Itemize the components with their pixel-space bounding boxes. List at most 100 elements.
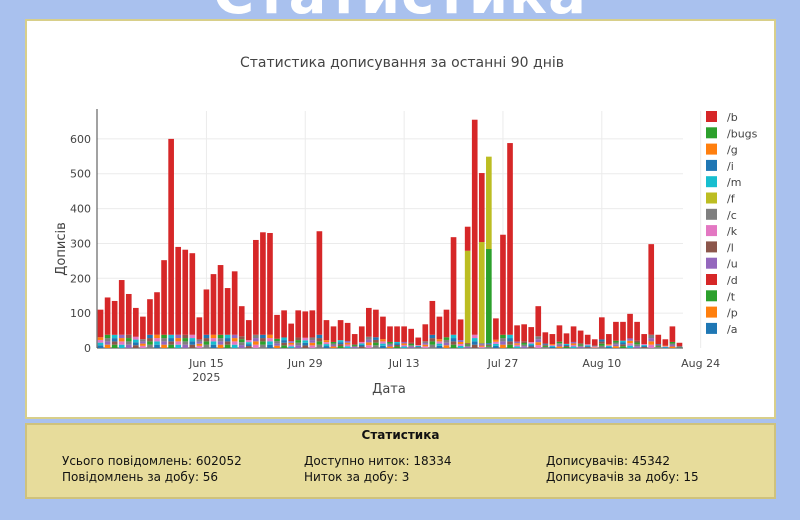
bar-segment-minor [253, 334, 259, 339]
bar-segment-minor [394, 344, 400, 347]
bar-segment-minor [486, 344, 492, 346]
bar-segment-minor [133, 342, 139, 346]
bar-segment-minor [584, 347, 591, 348]
bar-segment-minor [493, 345, 499, 348]
bar-segment-minor [591, 346, 598, 347]
bar-segment-minor [267, 341, 273, 345]
legend-swatch [706, 127, 717, 139]
legend-swatch [706, 159, 717, 171]
bar-segment-minor [118, 338, 125, 342]
bar-segment-minor [415, 346, 422, 348]
bar-segment-minor [295, 345, 302, 348]
bar-segment-minor [634, 342, 640, 345]
bar-segment-minor [274, 343, 280, 346]
stat-posters: Дописувачів: 45342 [546, 454, 671, 468]
y-tick-label: 0 [84, 342, 91, 355]
bar-segment-minor [493, 343, 499, 346]
bar-segment-minor [147, 341, 153, 345]
bar-segment-minor [217, 338, 224, 342]
bar-segment-minor [309, 345, 316, 348]
bar-segment-minor [563, 344, 570, 346]
y-tick-label: 500 [70, 168, 91, 181]
bar-segment-minor [606, 344, 612, 346]
bar-segment-b [288, 323, 294, 342]
bar-segment-b [140, 316, 146, 340]
legend-swatch [706, 225, 717, 237]
bar-segment-minor [245, 340, 252, 343]
bar-segment-minor [598, 345, 605, 348]
bar-segment-minor [394, 346, 400, 348]
bar-segment-minor [161, 338, 167, 342]
bar-segment-b [323, 320, 330, 341]
bar-segment-minor [464, 344, 471, 346]
bar-segment-minor [203, 341, 210, 345]
bar-segment-b [111, 300, 118, 335]
legend-label: /c [727, 209, 737, 222]
bar-segment-minor [168, 344, 174, 348]
bar-segment-minor [627, 338, 633, 341]
x-tick-label: Jun 29 [287, 357, 323, 370]
legend-label: /bugs [727, 127, 758, 140]
legend-label: /p [727, 307, 738, 320]
bar-segment-minor [154, 334, 160, 339]
bar-segment-minor [655, 344, 662, 346]
bar-segment-minor [316, 341, 323, 345]
bar-segment-minor [118, 341, 125, 345]
bar-segment-minor [140, 345, 146, 348]
bar-segment-minor [528, 345, 535, 347]
legend-label: /b [727, 111, 738, 124]
bar-segment-minor [373, 339, 379, 343]
x-tick-sublabel: 2025 [192, 371, 220, 384]
bar-segment-minor [563, 343, 570, 345]
bar-segment-minor [443, 345, 450, 348]
bar-segment-minor [521, 344, 527, 347]
y-axis-label: Дописів [54, 222, 69, 275]
bar-segment-minor [542, 343, 549, 345]
bar-segment-b [394, 326, 400, 342]
chart-title: Статистика дописування за останні 90 дні… [240, 55, 564, 71]
bar-segment-minor [387, 346, 393, 348]
bar-segment-minor [415, 347, 422, 348]
x-axis-label: Дата [372, 382, 406, 397]
bar-segment-minor [606, 347, 612, 348]
bar-segment-b [365, 307, 372, 337]
bar-segment-minor [478, 343, 485, 345]
bar-segment-b [253, 239, 259, 335]
bar-segment-minor [203, 334, 210, 339]
bar-segment-minor [613, 340, 619, 343]
bar-segment-b [591, 339, 598, 346]
x-tick-label: Jul 13 [388, 357, 420, 370]
bar-segment-minor [408, 345, 415, 347]
bar-segment-minor [613, 342, 619, 345]
bar-segment-minor [620, 340, 626, 343]
bar-segment-minor [97, 342, 104, 346]
bar-segment-minor [521, 341, 527, 344]
bar-segment-minor [486, 346, 492, 348]
bar-segment-minor [528, 343, 535, 346]
bar-segment-minor [577, 345, 584, 347]
bar-segment-minor [274, 345, 280, 348]
bar-segment-minor [133, 345, 139, 348]
stats-title: Статистика [361, 428, 440, 442]
bar-segment-minor [118, 344, 125, 348]
posting-chart[interactable]: Статистика дописування за останні 90 дні… [27, 21, 774, 417]
bar-segment-minor [175, 338, 182, 342]
bar-segment-minor [161, 344, 167, 348]
x-tick-label: Aug 24 [681, 357, 720, 370]
bar-segment-minor [535, 342, 542, 346]
bar-segment-minor [429, 341, 436, 345]
bar-segment-minor [373, 337, 379, 340]
bar-segment-b [493, 318, 499, 340]
bar-segment-b [238, 306, 245, 337]
x-tick-label: Jun 15 [188, 357, 224, 370]
bar-segment-minor [365, 336, 372, 340]
bar-segment-minor [238, 345, 245, 348]
bar-segment-minor [436, 339, 443, 342]
legend-swatch [706, 257, 717, 269]
bar-segment-b [344, 322, 351, 341]
bar-segment-minor [570, 343, 577, 345]
bar-segment-minor [196, 345, 203, 348]
y-tick-label: 600 [70, 133, 91, 146]
bar-segment-minor [97, 345, 104, 348]
bar-segment-minor [436, 343, 443, 346]
